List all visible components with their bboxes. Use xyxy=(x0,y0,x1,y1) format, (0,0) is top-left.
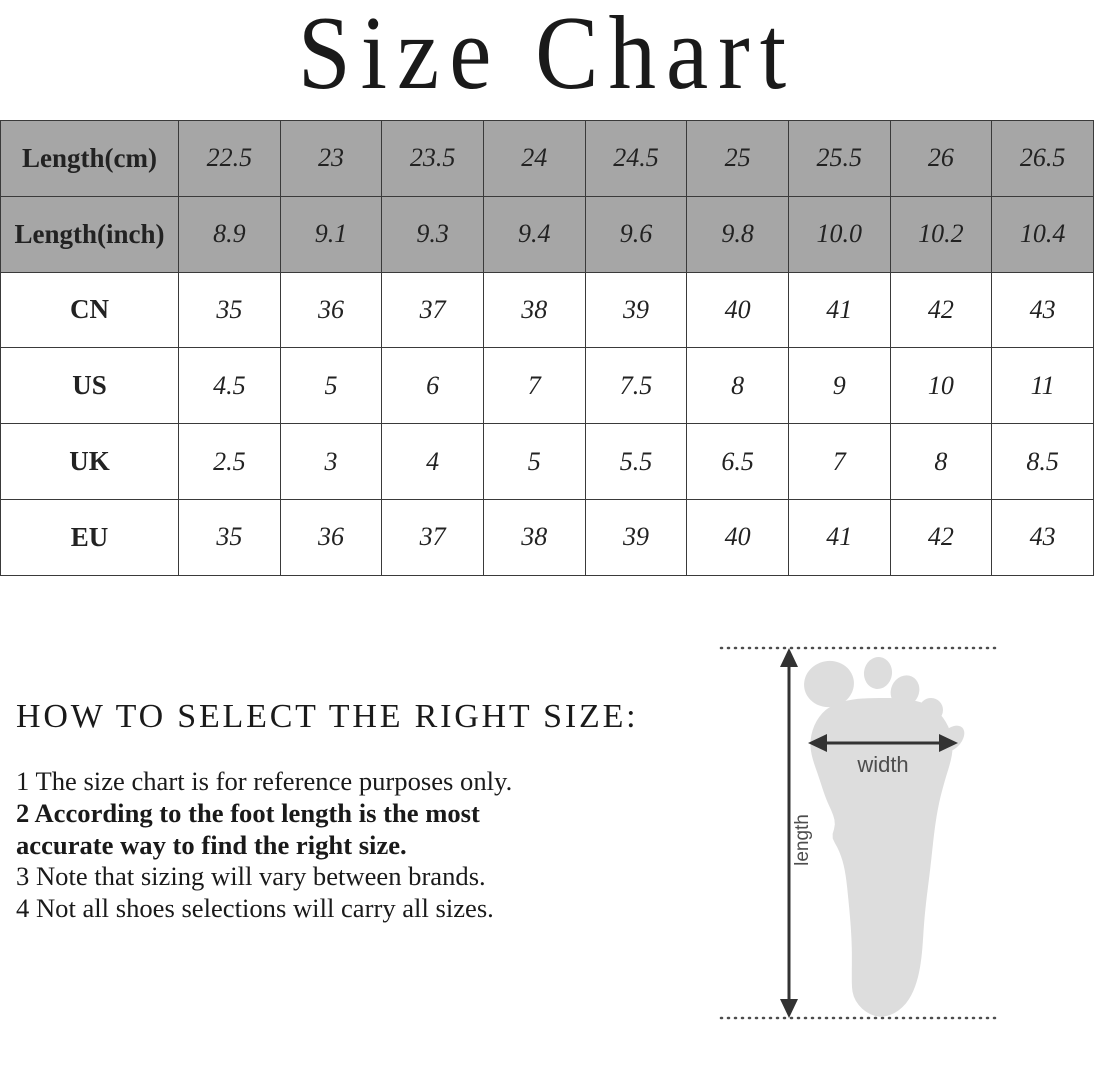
svg-text:length: length xyxy=(792,814,813,866)
svg-text:width: width xyxy=(856,752,908,777)
